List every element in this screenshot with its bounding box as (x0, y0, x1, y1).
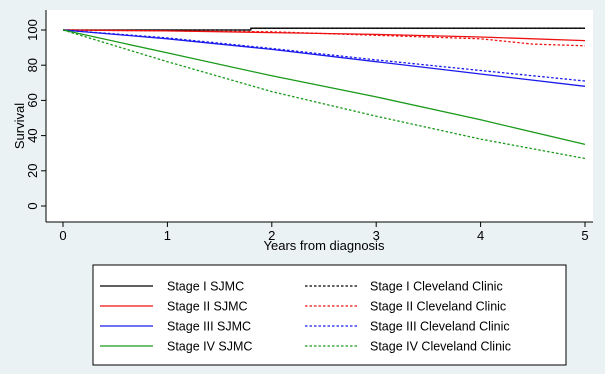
series-line-8 (62, 29, 586, 160)
legend-label-3: Stage II SJMC (167, 300, 248, 314)
legend-label-2: Stage I Cleveland Clinic (370, 280, 503, 294)
legend-box (92, 264, 567, 366)
legend-label-1: Stage I SJMC (167, 280, 244, 294)
y-tick-label: 20 (25, 164, 40, 178)
x-axis-title: Years from diagnosis (264, 238, 385, 253)
legend-label-4: Stage II Cleveland Clinic (370, 300, 506, 314)
y-tick-label: 40 (25, 128, 40, 142)
y-tick-label: 80 (25, 58, 40, 72)
legend-label-5: Stage III SJMC (167, 320, 251, 334)
y-tick-label: 60 (25, 93, 40, 107)
legend-label-6: Stage III Cleveland Clinic (370, 320, 510, 334)
series-line-6 (62, 29, 586, 82)
y-axis-title: Survival (12, 103, 27, 149)
plot-area (46, 10, 593, 222)
series-layer (62, 27, 586, 160)
x-tick-label: 5 (581, 228, 588, 243)
legend-label-8: Stage IV Cleveland Clinic (370, 340, 511, 354)
y-tick-label: 0 (25, 202, 40, 209)
series-line-4 (62, 29, 586, 47)
x-tick-label: 2 (268, 228, 275, 243)
legend: Stage I SJMC Stage I Cleveland Clinic Stag… (92, 264, 567, 366)
series-line-2 (63, 27, 585, 31)
series-line-7 (62, 29, 586, 146)
legend-label-7: Stage IV SJMC (167, 340, 252, 354)
x-tick-label: 3 (373, 228, 380, 243)
x-tick-label: 4 (477, 228, 484, 243)
x-tick-label: 0 (59, 228, 66, 243)
series-line-5 (62, 29, 586, 87)
axis-layer: 0 20 40 60 80 100 0 1 2 3 4 5 (25, 10, 593, 243)
x-tick-label: 1 (164, 228, 171, 243)
y-tick-label: 100 (25, 19, 40, 41)
